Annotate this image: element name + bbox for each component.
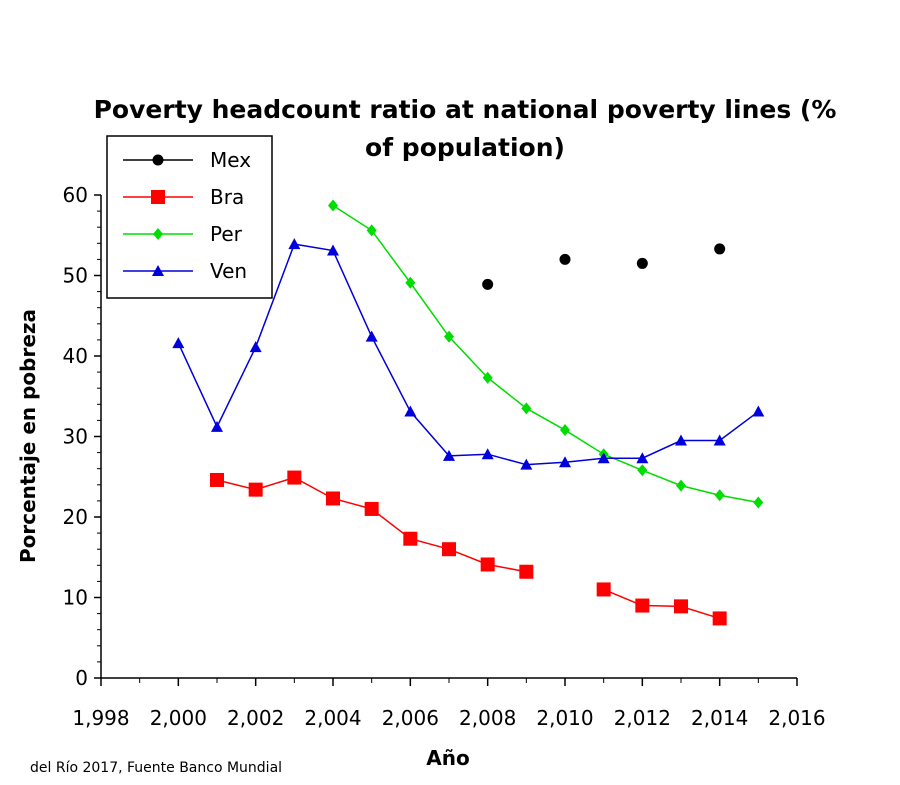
axes: 0 10 20 30 40 50 60 1,998 2,000 2,002 2,004 2,006 2,… <box>63 183 826 730</box>
data-point-per <box>753 496 764 509</box>
y-tick-label: 10 <box>63 586 88 610</box>
data-point-bra <box>480 557 495 572</box>
x-tick-label: 1,998 <box>72 706 129 730</box>
data-point-mex <box>559 253 571 265</box>
x-tick-label: 2,016 <box>768 706 825 730</box>
data-point-ven <box>597 452 610 464</box>
data-point-ven <box>481 448 494 460</box>
x-tick-label: 2,000 <box>150 706 207 730</box>
series-ven <box>172 238 765 470</box>
chart-title-line-2: of population) <box>365 133 565 162</box>
x-tick-label: 2,012 <box>614 706 671 730</box>
data-point-mex <box>714 243 726 255</box>
data-point-ven <box>172 337 185 349</box>
data-point-bra <box>712 611 727 626</box>
data-point-per <box>482 371 493 384</box>
legend-marker-bra <box>151 190 165 204</box>
data-point-per <box>637 464 648 477</box>
y-axis-label: Porcentaje en pobreza <box>16 309 40 563</box>
data-point-bra <box>210 472 224 487</box>
series-bra <box>210 470 727 626</box>
x-axis-label: Año <box>426 746 469 770</box>
legend-label-per: Per <box>210 222 243 246</box>
data-point-ven <box>365 330 378 342</box>
x-tick-label: 2,004 <box>304 706 361 730</box>
data-point-per <box>676 479 686 492</box>
legend-label-bra: Bra <box>210 185 244 209</box>
data-point-per <box>714 489 725 502</box>
data-point-bra <box>674 599 688 614</box>
data-point-ven <box>559 456 571 468</box>
data-point-per <box>444 330 454 343</box>
legend-marker-mex <box>152 154 164 166</box>
data-point-ven <box>713 434 726 446</box>
data-point-per <box>521 402 532 415</box>
data-point-per <box>560 424 570 437</box>
legend-marker-ven <box>152 265 164 276</box>
y-tick-label: 60 <box>63 183 88 207</box>
y-tick-label: 50 <box>63 264 88 288</box>
legend: Mex Bra Per Ven <box>106 135 273 299</box>
series-layer <box>172 199 765 626</box>
data-point-ven <box>443 449 455 461</box>
chart-title-line-1: Poverty headcount ratio at national pove… <box>94 95 837 124</box>
series-line-per <box>332 204 759 504</box>
data-point-mex <box>636 257 648 269</box>
data-point-ven <box>675 434 687 446</box>
data-point-per <box>366 224 377 237</box>
data-point-ven <box>752 405 765 417</box>
series-line-bra <box>603 588 720 620</box>
data-point-bra <box>248 482 263 497</box>
series-line-ven <box>177 243 759 466</box>
x-tick-label: 2,010 <box>536 706 593 730</box>
data-point-bra <box>442 542 456 557</box>
data-point-bra <box>326 491 340 506</box>
legend-label-mex: Mex <box>210 148 251 172</box>
y-tick-label: 20 <box>63 505 88 529</box>
data-point-ven <box>249 341 262 353</box>
source-note: del Río 2017, Fuente Banco Mundial <box>30 760 282 776</box>
data-point-per <box>405 276 416 289</box>
data-point-ven <box>404 405 417 417</box>
legend-label-ven: Ven <box>210 259 247 283</box>
data-point-ven <box>211 420 223 432</box>
data-point-bra <box>287 470 302 485</box>
data-point-bra <box>519 564 534 579</box>
x-tick-label: 2,008 <box>459 706 516 730</box>
x-tick-label: 2,006 <box>382 706 439 730</box>
chart-title: Poverty headcount ratio at national pove… <box>94 95 837 162</box>
data-point-bra <box>403 531 418 546</box>
data-point-bra <box>596 582 611 597</box>
data-point-ven <box>636 452 649 464</box>
data-point-per <box>328 199 338 212</box>
x-tick-label: 2,002 <box>227 706 284 730</box>
series-line-bra <box>216 476 527 573</box>
y-tick-label: 40 <box>63 344 88 368</box>
data-point-ven <box>327 244 339 256</box>
legend-marker-per <box>153 228 163 240</box>
series-per <box>328 199 764 509</box>
data-point-ven <box>520 458 533 470</box>
data-point-bra <box>364 501 379 516</box>
y-tick-label: 0 <box>75 666 88 690</box>
data-point-bra <box>635 598 650 613</box>
data-point-mex <box>482 278 494 290</box>
x-tick-label: 2,014 <box>691 706 748 730</box>
y-tick-label: 30 <box>63 425 88 449</box>
data-point-ven <box>288 238 301 250</box>
series-mex <box>482 243 726 290</box>
